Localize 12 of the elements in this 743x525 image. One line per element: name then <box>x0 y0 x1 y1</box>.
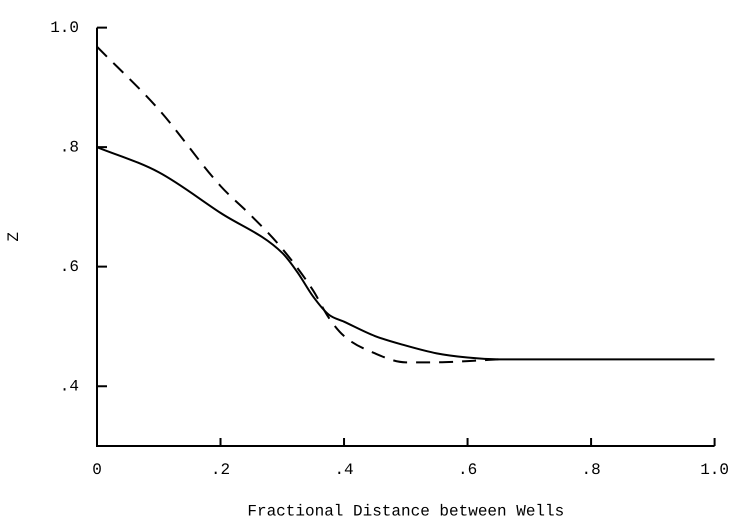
x-tick-label: .6 <box>458 460 478 479</box>
y-axis-title: Z <box>4 232 23 242</box>
x-tick-label: 0 <box>92 460 102 479</box>
x-axis-title: Fractional Distance between Wells <box>247 502 564 521</box>
y-tick-label: .4 <box>60 377 79 396</box>
y-tick-label: .6 <box>60 258 79 276</box>
x-tick-label: .8 <box>581 460 601 479</box>
y-tick-label: 1.0 <box>50 18 79 37</box>
x-tick-label: .2 <box>210 460 230 479</box>
y-tick-label: .8 <box>60 138 79 156</box>
x-tick-label: 1.0 <box>700 460 730 479</box>
x-tick-label: .4 <box>334 460 354 479</box>
